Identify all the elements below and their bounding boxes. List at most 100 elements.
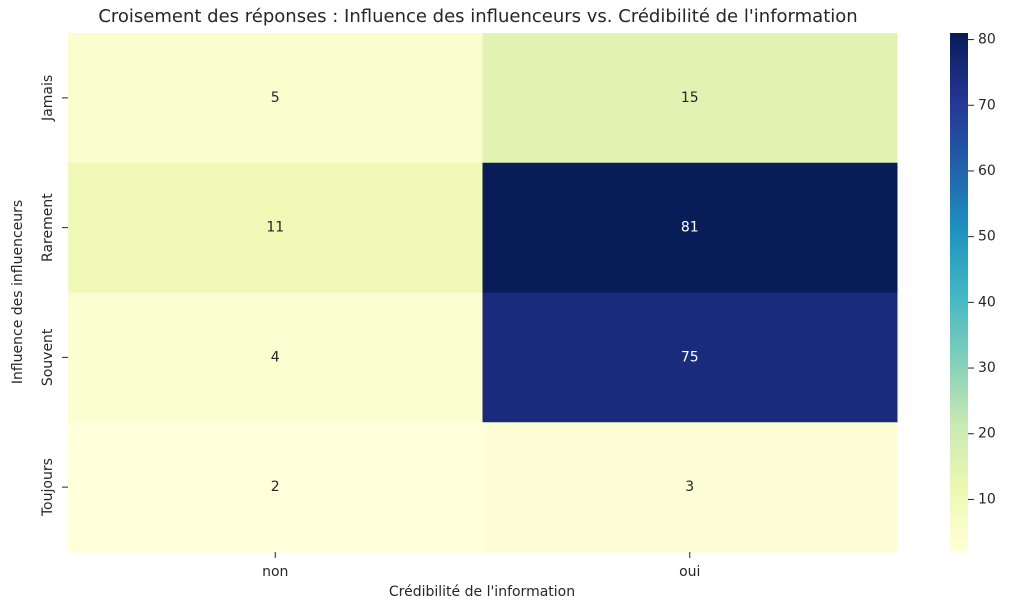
colorbar-segment (950, 295, 968, 299)
colorbar-segment (950, 346, 968, 351)
colorbar-segment (950, 437, 968, 441)
colorbar-segment (950, 515, 968, 519)
colorbar-segment (950, 331, 968, 335)
colorbar-segment (950, 518, 968, 522)
colorbar-segment (950, 401, 968, 405)
colorbar-segment (950, 302, 968, 306)
colorbar-segment (950, 510, 968, 514)
colorbar-segment (950, 77, 968, 81)
colorbar-segment (950, 279, 968, 283)
heatmap-cell (68, 292, 483, 423)
colorbar-segment (950, 238, 968, 242)
colorbar-segment (950, 45, 968, 50)
colorbar-segment (950, 131, 968, 135)
colorbar-segment (950, 258, 968, 262)
colorbar-segment (950, 492, 968, 496)
cell-label: 75 (681, 349, 699, 365)
colorbar-segment (950, 165, 968, 169)
colorbar-segment (950, 105, 968, 109)
colorbar-segment (950, 201, 968, 205)
colorbar-segment (950, 82, 968, 86)
colorbar-segment (950, 479, 968, 483)
colorbar-segment (950, 334, 968, 338)
colorbar-segment (950, 349, 968, 353)
colorbar-segment (950, 292, 968, 296)
colorbar-segment (950, 505, 968, 509)
colorbar-segment (950, 352, 968, 356)
colorbar-segment (950, 513, 968, 517)
colorbar-segment (950, 455, 968, 460)
colorbar-segment (950, 206, 968, 210)
colorbar-segment (950, 365, 968, 369)
cell-label: 15 (681, 90, 699, 106)
colorbar-segment (950, 391, 968, 395)
colorbar-segment (950, 248, 968, 252)
colorbar-segment (950, 269, 968, 273)
colorbar-segment (950, 526, 968, 530)
colorbar-segment (950, 139, 968, 143)
y-tick-label: Jamais (40, 75, 56, 122)
colorbar-segment (950, 188, 968, 192)
colorbar-segment (950, 463, 968, 467)
colorbar-segment (950, 51, 968, 55)
colorbar-segment (950, 170, 968, 174)
colorbar-segment (950, 520, 968, 524)
colorbar-segment (950, 180, 968, 185)
colorbar-segment (950, 74, 968, 78)
colorbar-segment (950, 97, 968, 101)
colorbar-segment (950, 313, 968, 317)
colorbar-segment (950, 372, 968, 377)
colorbar-segment (950, 289, 968, 293)
y-axis-label: Influence des influenceurs (10, 200, 26, 384)
colorbar-segment (950, 367, 968, 371)
cell-label: 4 (271, 349, 280, 365)
colorbar-segment (950, 378, 968, 382)
colorbar-segment (950, 445, 968, 449)
colorbar-segment (950, 245, 968, 249)
colorbar-segment (950, 79, 968, 83)
colorbar-segment (950, 193, 968, 197)
colorbar-segment (950, 204, 968, 208)
colorbar-tick-label: 20 (978, 426, 996, 442)
colorbar-segment (950, 121, 968, 125)
x-tick-label: oui (679, 564, 700, 580)
colorbar-segment (950, 199, 968, 203)
colorbar-segment (950, 243, 968, 247)
colorbar-segment (950, 297, 968, 301)
colorbar-segment (950, 419, 968, 423)
colorbar-segment (950, 300, 968, 304)
colorbar-segment (950, 113, 968, 117)
colorbar-segment (950, 147, 968, 151)
colorbar-segment (950, 56, 968, 60)
x-axis-label: Crédibilité de l'information (389, 584, 575, 600)
colorbar-segment (950, 544, 968, 548)
colorbar-segment (950, 380, 968, 384)
colorbar-segment (950, 461, 968, 465)
colorbar-segment (950, 336, 968, 340)
colorbar-segment (950, 474, 968, 478)
colorbar-segment (950, 217, 968, 221)
colorbar-segment (950, 227, 968, 231)
colorbar-segment (950, 440, 968, 444)
colorbar-segment (950, 149, 968, 153)
colorbar-segment (950, 222, 968, 226)
colorbar-segment (950, 375, 968, 379)
colorbar-tick-label: 70 (978, 97, 996, 113)
colorbar-segment (950, 58, 968, 63)
colorbar-segment (950, 497, 968, 501)
colorbar-segment (950, 404, 968, 408)
colorbar-segment (950, 69, 968, 73)
colorbar-segment (950, 134, 968, 138)
colorbar-tick-label: 10 (978, 491, 996, 507)
colorbar-segment (950, 528, 968, 532)
colorbar-segment (950, 305, 968, 309)
colorbar-segment (950, 35, 968, 39)
colorbar-segment (950, 118, 968, 122)
colorbar-segment (950, 315, 968, 319)
colorbar-segment (950, 256, 968, 260)
colorbar-segment (950, 116, 968, 120)
colorbar-segment (950, 341, 968, 345)
colorbar-segment (950, 48, 968, 52)
cell-label: 5 (271, 90, 280, 106)
colorbar-segment (950, 396, 968, 400)
